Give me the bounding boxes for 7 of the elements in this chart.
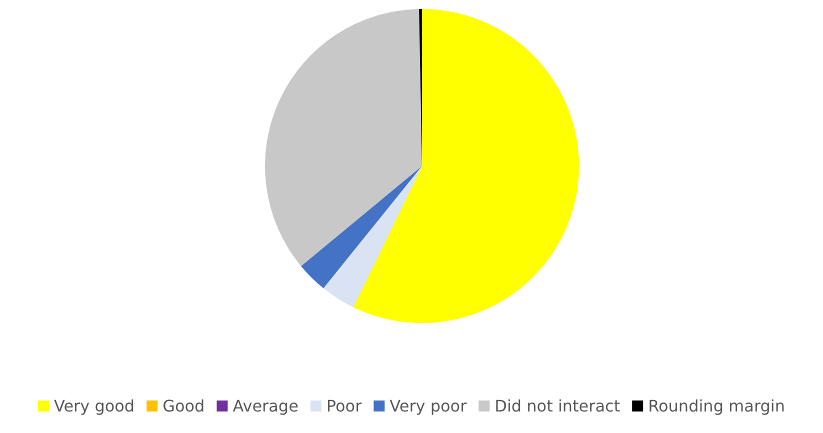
legend-label: Did not interact: [494, 396, 620, 416]
legend-label: Average: [232, 396, 298, 416]
legend-label: Very good: [54, 396, 135, 416]
legend-label: Good: [162, 396, 205, 416]
legend-label: Very poor: [390, 396, 468, 416]
legend-label: Rounding margin: [648, 396, 785, 416]
legend-label: Poor: [326, 396, 362, 416]
